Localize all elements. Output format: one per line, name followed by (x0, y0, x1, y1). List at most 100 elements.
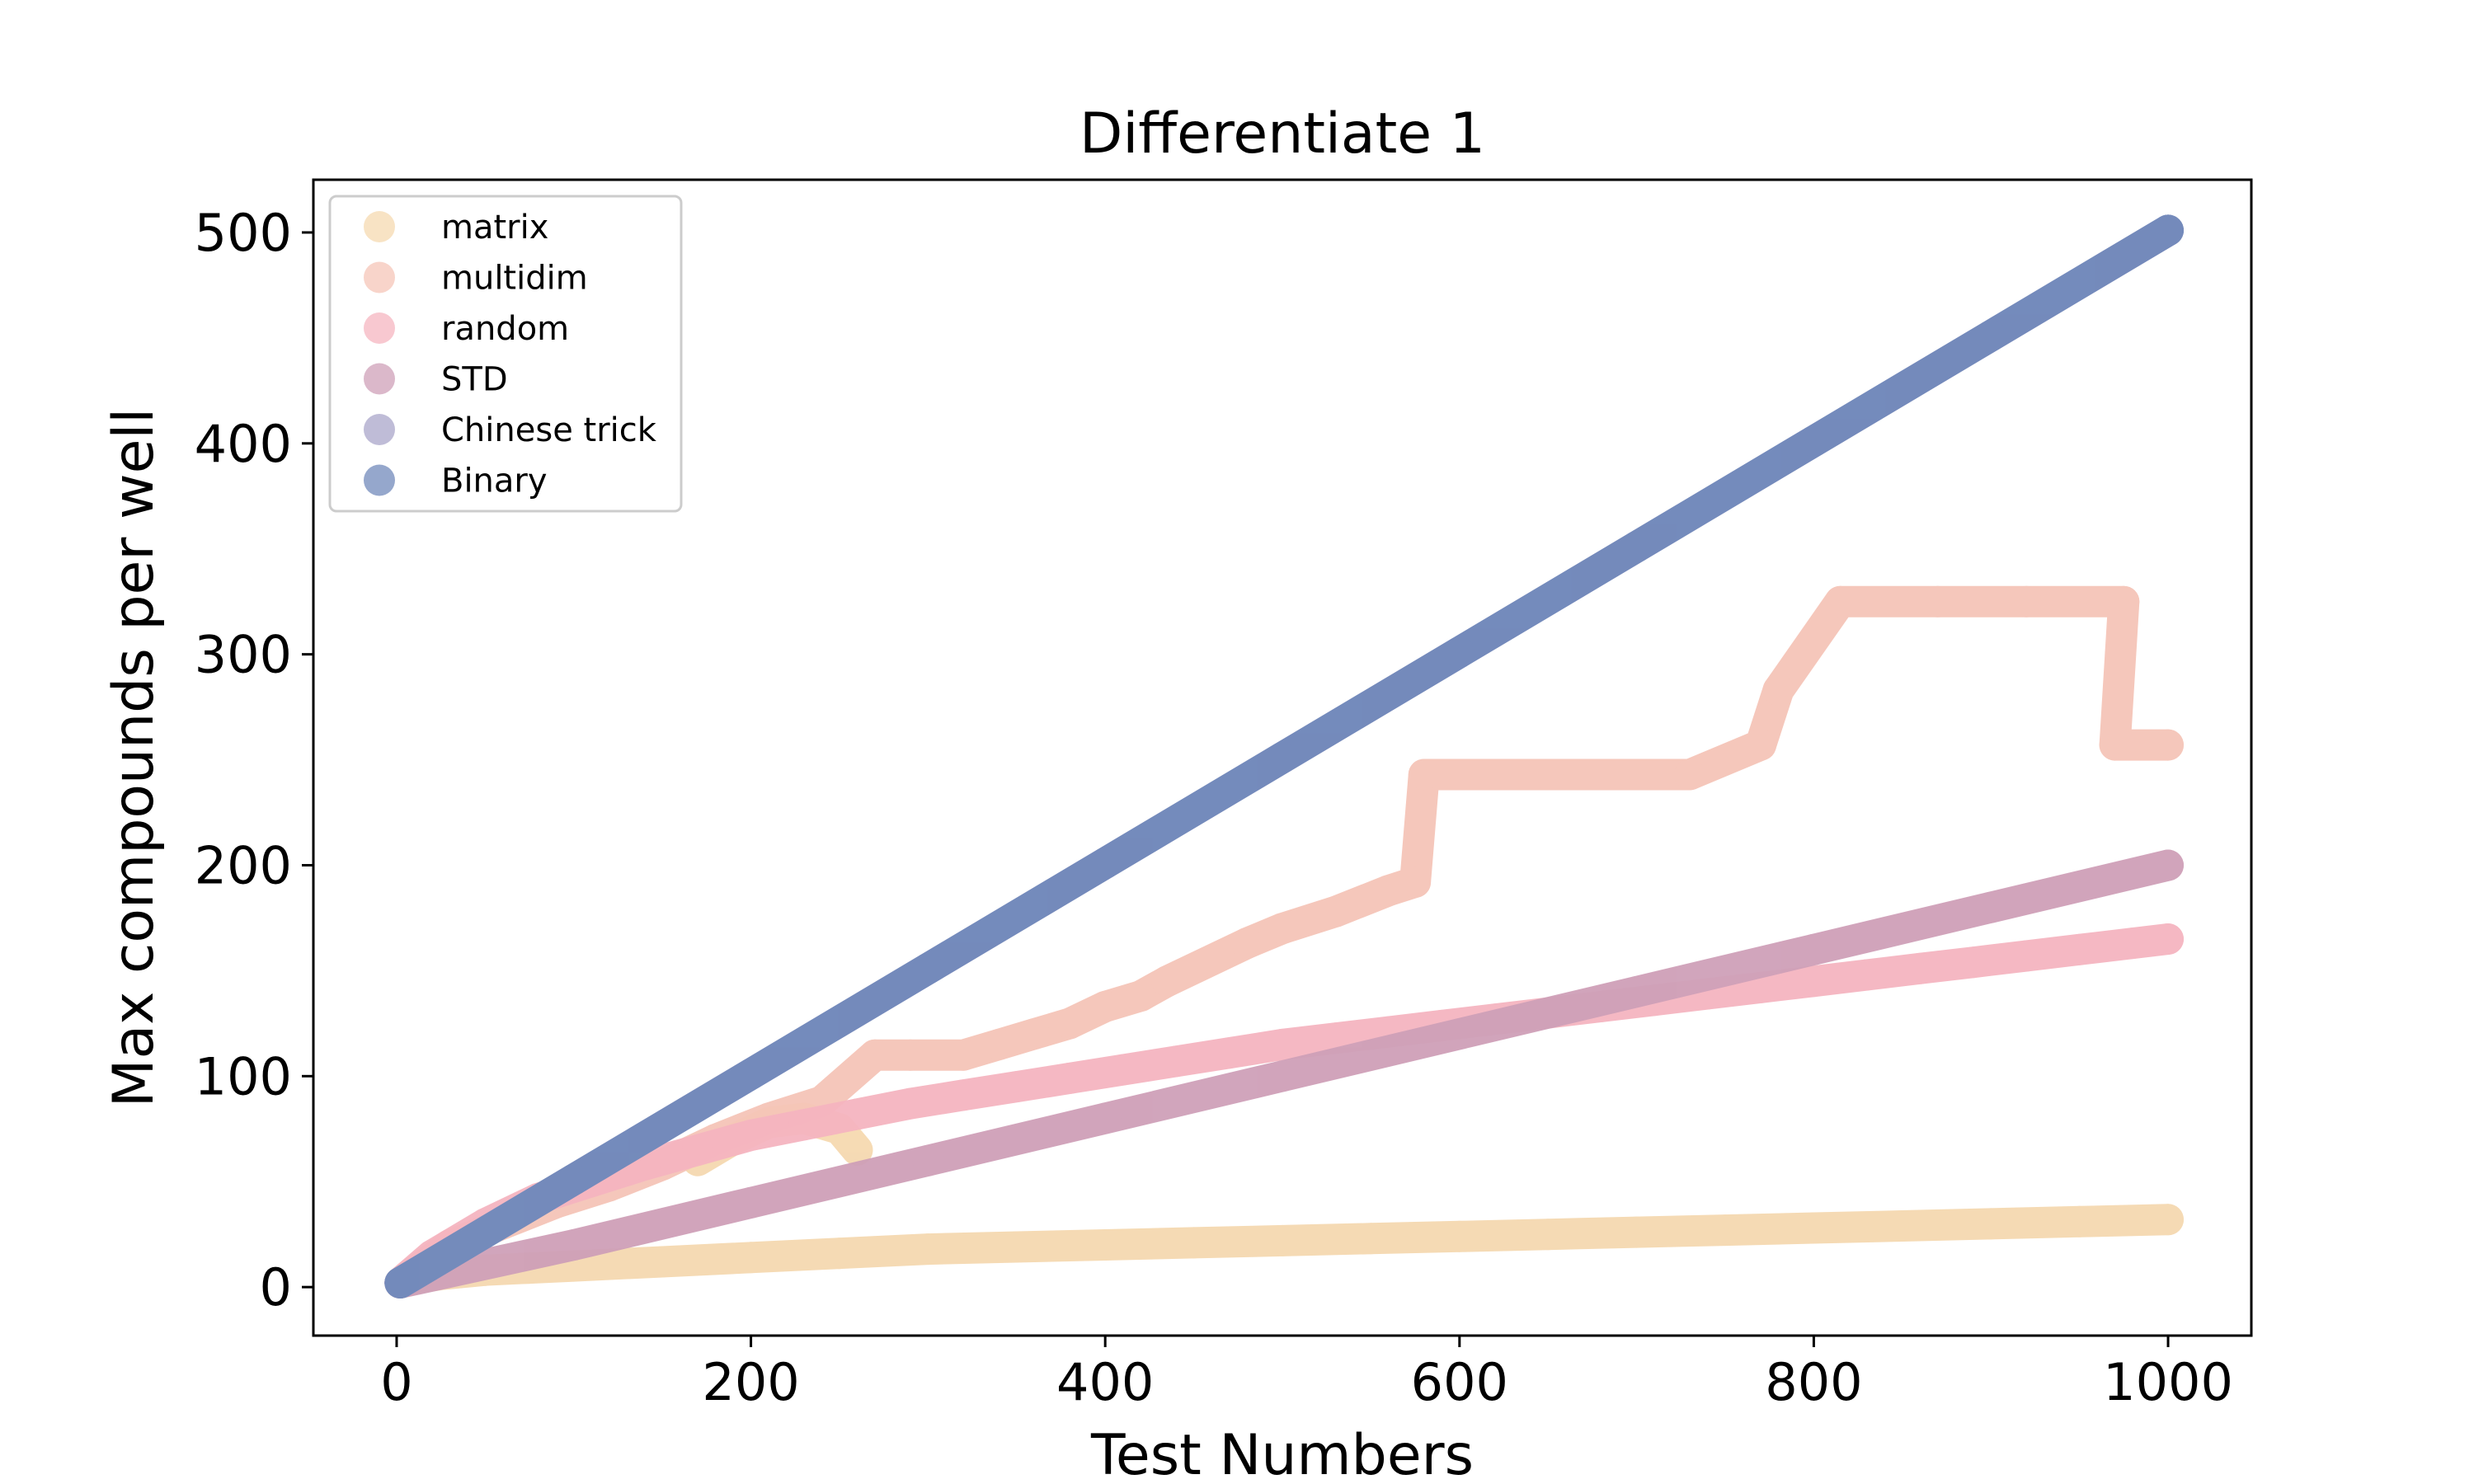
data-point-multidim (1921, 585, 1954, 618)
data-point-std (735, 1186, 767, 1219)
data-point-random (1054, 1062, 1086, 1094)
legend-label: random (441, 310, 569, 348)
legend-label: matrix (441, 209, 548, 247)
data-point-multidim (1408, 758, 1440, 791)
data-point-random (1798, 965, 1830, 998)
legend-marker (364, 414, 395, 445)
data-point-multidim (1372, 875, 1404, 907)
legend-marker (364, 312, 395, 344)
data-point-multidim (1824, 585, 1856, 618)
data-point-std (1620, 976, 1653, 1007)
data-point-binary (1267, 742, 1298, 773)
data-point-matrix (1355, 1223, 1387, 1255)
y-tick-label: 0 (260, 1257, 292, 1317)
data-point-multidim (1054, 1007, 1086, 1040)
data-point-random (1213, 1037, 1245, 1069)
x-tick-label: 600 (1411, 1352, 1508, 1412)
data-point-multidim (2099, 729, 2131, 761)
legend-item-binary: Binary (364, 463, 548, 500)
data-point-matrix (647, 1246, 679, 1278)
data-point-binary (557, 1163, 590, 1195)
data-point-multidim (1018, 1018, 1051, 1050)
data-point-binary (1620, 531, 1653, 563)
data-point-multidim (2108, 585, 2140, 618)
data-point-multidim (1231, 928, 1263, 960)
data-point-binary (912, 952, 944, 984)
tick-layer: 0 200 400 600 800 1000 0 100 200 300 400 500 (195, 203, 2233, 1412)
y-tick-label: 300 (195, 625, 292, 685)
data-point-random (1000, 1071, 1032, 1103)
data-point-random (2063, 933, 2095, 965)
data-point-multidim (983, 1028, 1015, 1060)
data-point-std (912, 1144, 944, 1176)
data-point-matrix (1000, 1231, 1032, 1263)
data-point-binary (1443, 636, 1475, 669)
data-point-std (2152, 849, 2184, 881)
data-point-matrix (2063, 1205, 2095, 1237)
legend-label: Binary (441, 463, 548, 500)
data-point-random (682, 1134, 714, 1166)
data-point-random (948, 1079, 980, 1111)
data-point-binary (1798, 425, 1830, 458)
chart-title: Differentiate 1 (1079, 101, 1485, 167)
data-point-binary (735, 1058, 767, 1090)
data-point-multidim (1319, 895, 1352, 928)
data-point-random (1904, 952, 1936, 984)
data-point-matrix (1975, 1208, 2007, 1240)
series-layer (384, 214, 2184, 1298)
data-point-matrix (1620, 1216, 1653, 1248)
legend-item-chinese-trick: Chinese trick (364, 411, 657, 449)
plot-frame (312, 178, 2253, 1337)
data-point-random (1160, 1045, 1192, 1078)
data-point-multidim (1762, 674, 1794, 707)
y-tick-label: 500 (195, 203, 292, 263)
data-point-std (557, 1229, 590, 1261)
data-point-multidim (1089, 990, 1122, 1022)
data-point-random (1851, 959, 1883, 991)
data-point-random (841, 1098, 873, 1130)
data-point-multidim (1532, 758, 1564, 791)
x-tick-label: 200 (702, 1352, 799, 1412)
legend-marker (364, 363, 395, 395)
data-point-binary (1975, 320, 2007, 352)
data-point-multidim (1125, 980, 1157, 1012)
data-point-binary (384, 1267, 416, 1298)
legend-item-matrix: matrix (364, 209, 548, 247)
legend-marker (364, 211, 395, 242)
data-point-matrix (1443, 1220, 1475, 1252)
legend-label: multidim (441, 260, 588, 298)
data-point-matrix (1267, 1224, 1298, 1256)
x-tick-label: 1000 (2103, 1352, 2233, 1412)
y-tick-label: 400 (195, 414, 292, 474)
data-point-random (894, 1087, 926, 1120)
data-point-matrix (1089, 1229, 1122, 1261)
data-point-std (1089, 1102, 1122, 1134)
data-point-binary (1089, 847, 1122, 879)
x-tick-label: 400 (1056, 1352, 1154, 1412)
data-point-multidim (1674, 758, 1706, 791)
y-axis-label: Max compounds per well (101, 408, 167, 1107)
data-point-multidim (1399, 866, 1432, 898)
data-point-matrix (912, 1233, 944, 1266)
data-point-random (788, 1109, 820, 1141)
data-point-multidim (2152, 729, 2184, 761)
data-point-random (1107, 1054, 1139, 1086)
data-point-std (1798, 933, 1830, 965)
legend-label: STD (441, 361, 508, 399)
data-point-matrix (1532, 1219, 1564, 1251)
data-point-std (1975, 891, 2007, 923)
data-point-random (735, 1120, 767, 1151)
data-point-multidim (1745, 729, 1776, 761)
data-point-multidim (858, 1039, 891, 1071)
data-point-matrix (1886, 1210, 1918, 1242)
data-point-matrix (824, 1237, 855, 1270)
legend-item-std: STD (364, 361, 508, 399)
y-tick-label: 200 (195, 835, 292, 895)
data-point-random (2152, 923, 2184, 955)
legend-label: Chinese trick (441, 411, 657, 449)
data-point-multidim (2011, 585, 2043, 618)
legend: matrix multidim random STD Chinese trick Bina… (328, 195, 683, 513)
data-point-std (1267, 1060, 1298, 1092)
data-point-random (1957, 946, 1989, 979)
